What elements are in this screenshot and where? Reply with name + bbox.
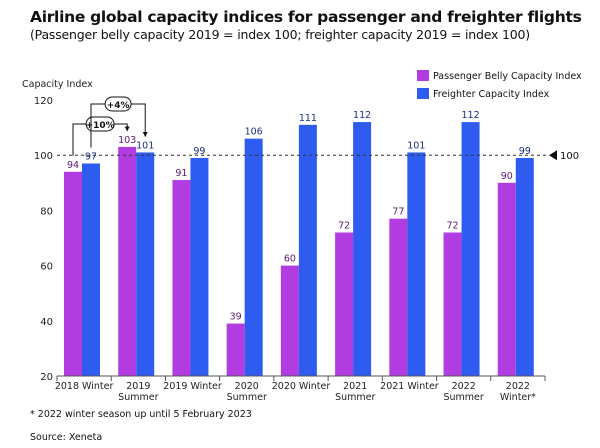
bar-value-label: 111 (299, 113, 317, 124)
bar-value-label: 60 (284, 254, 296, 265)
freighter-bar (244, 138, 263, 376)
bar-value-label: 106 (245, 127, 263, 138)
x-tick-label: Summer (118, 392, 158, 403)
passenger-bar (389, 218, 408, 376)
y-tick-label: 20 (40, 372, 53, 383)
y-tick-label: 40 (40, 317, 53, 328)
growth-badge (85, 116, 115, 132)
passenger-bar (335, 232, 354, 376)
passenger-bar (172, 180, 191, 376)
y-tick-label: 60 (40, 262, 53, 273)
bar-value-label: 101 (136, 140, 154, 151)
x-tick-label: 2018 Winter (55, 381, 114, 392)
annotations: +10% +4% (72, 96, 148, 156)
bar-value-label: 77 (392, 207, 404, 218)
x-tick-label: 2019 (126, 381, 150, 392)
bar-value-label: 90 (501, 171, 513, 182)
chart-subtitle: (Passenger belly capacity 2019 = index 1… (30, 27, 530, 42)
y-tick-label: 100 (34, 151, 53, 162)
legend-label: Passenger Belly Capacity Index (433, 71, 582, 82)
legend-swatch-passenger (417, 70, 429, 81)
bar-value-label: 103 (118, 135, 136, 146)
source-note: Source: Xeneta (30, 432, 103, 443)
reference-line-label: 100 (560, 151, 579, 162)
axes: 20 40 60 80 100 120 Capacity Index 2018 Winter 2… (22, 79, 546, 403)
x-tick-label: Summer (335, 392, 375, 403)
x-tick-label: 2020 Winter (272, 381, 331, 392)
reference-line-100: 100 (57, 150, 579, 162)
bar-value-label: 101 (407, 140, 425, 151)
bar-value-label: 94 (67, 160, 79, 171)
passenger-bar (280, 265, 299, 376)
bar-value-label: 39 (230, 312, 242, 323)
bar-value-label: 72 (447, 220, 459, 231)
bar-value-label: 112 (461, 110, 479, 121)
chart-title: Airline global capacity indices for pass… (30, 8, 582, 26)
passenger-bar (118, 146, 137, 376)
bar-value-label: 99 (519, 146, 531, 157)
freighter-bar (136, 152, 155, 376)
freighter-bar (353, 122, 372, 376)
y-tick-label: 80 (40, 206, 53, 217)
bar-value-label: 99 (193, 146, 205, 157)
growth-badge (104, 96, 132, 112)
reference-pointer-icon (549, 150, 557, 161)
freighter-bar (515, 157, 534, 376)
y-tick-label: 120 (34, 96, 53, 107)
x-tick-label: 2019 Winter (163, 381, 222, 392)
x-tick-label: 2022 (506, 381, 530, 392)
passenger-bar (64, 171, 82, 376)
freighter-bar (461, 122, 480, 376)
legend-label: Freighter Capacity Index (433, 89, 550, 100)
legend-swatch-freighter (417, 88, 429, 99)
passenger-bar (443, 232, 462, 376)
y-axis-label: Capacity Index (22, 79, 93, 90)
footnote: * 2022 winter season up until 5 February… (30, 409, 252, 420)
x-tick-label: 2021 Winter (380, 381, 439, 392)
x-tick-label: Winter* (500, 392, 536, 403)
x-tick-label: 2020 (235, 381, 259, 392)
bar-value-label: 112 (353, 110, 371, 121)
freighter-bar (407, 152, 426, 376)
x-tick-label: 2021 (343, 381, 367, 392)
data-labels: 9497103101919939106601117211277101721129… (67, 110, 531, 322)
x-tick-label: Summer (444, 392, 484, 403)
bar-value-label: 91 (175, 168, 187, 179)
freighter-bar (82, 163, 100, 376)
passenger-bar (226, 323, 245, 376)
bars (64, 122, 534, 376)
freighter-bar (298, 124, 317, 376)
growth-badge-label: +4% (107, 101, 130, 111)
x-tick-label: 2022 (452, 381, 476, 392)
freighter-bar (190, 157, 209, 376)
bar-value-label: 97 (85, 151, 97, 162)
bar-value-label: 72 (338, 220, 350, 231)
legend: Passenger Belly Capacity Index Freighter … (417, 70, 582, 100)
growth-badge-label: +10% (86, 121, 115, 131)
passenger-bar (497, 182, 516, 376)
x-tick-label: Summer (227, 392, 267, 403)
